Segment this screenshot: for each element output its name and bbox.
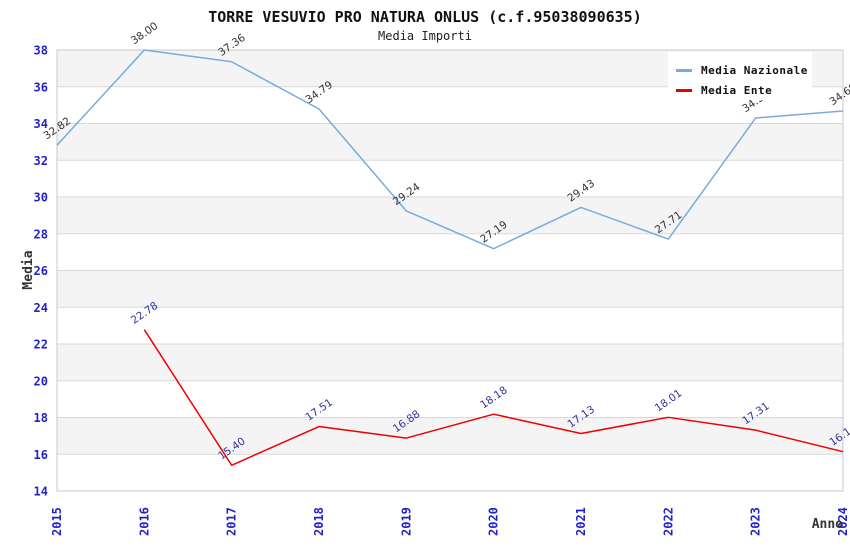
- chart-subtitle: Media Importi: [378, 29, 472, 43]
- legend-item-media-nazionale: Media Nazionale: [676, 60, 812, 80]
- plot-border: [56, 49, 844, 492]
- legend-label-media-ente: Media Ente: [701, 83, 773, 97]
- plot-stripe: [57, 197, 843, 234]
- y-tick-label: 36: [34, 80, 48, 94]
- plot-series: [56, 49, 844, 467]
- plot-stripe: [57, 344, 843, 381]
- x-tick-label: 2017: [225, 507, 239, 536]
- y-tick-label: 28: [34, 227, 48, 241]
- y-tick-label: 30: [34, 191, 48, 205]
- plot-stripe: [57, 270, 843, 308]
- series-line-media-nazionale: [56, 49, 844, 250]
- plot-stripe: [57, 454, 843, 491]
- y-tick-label: 32: [34, 154, 48, 168]
- plot-stripe: [57, 123, 843, 161]
- x-tick-label: 2024: [836, 507, 850, 536]
- y-tick-label: 14: [34, 485, 48, 499]
- x-tick-label: 2018: [312, 507, 326, 536]
- x-axis-title: Anno: [812, 517, 843, 532]
- legend-swatch-media-ente-icon: [676, 88, 692, 92]
- y-tick-label: 16: [34, 448, 48, 462]
- plot-stripe: [57, 380, 843, 418]
- legend-item-media-ente: Media Ente: [676, 80, 812, 100]
- plot-stripe: [57, 307, 843, 344]
- series-line-media-ente: [143, 329, 844, 467]
- x-tick-label: 2016: [137, 507, 151, 536]
- x-tick-label: 2020: [487, 507, 501, 536]
- x-tick-label: 2019: [399, 507, 413, 536]
- y-axis-title: Media: [21, 250, 36, 289]
- y-tick-label: 22: [34, 338, 48, 352]
- y-tick-label: 20: [34, 374, 48, 388]
- plot-stripe: [57, 233, 843, 271]
- plot-stripe: [57, 417, 843, 455]
- legend: Media Nazionale Media Ente: [668, 52, 812, 100]
- y-tick-label: 26: [34, 264, 48, 278]
- y-tick-label: 34: [34, 117, 48, 131]
- y-tick-label: 38: [34, 44, 48, 58]
- chart-title: TORRE VESUVIO PRO NATURA ONLUS (c.f.9503…: [208, 8, 641, 26]
- x-tick-label: 2015: [50, 507, 64, 536]
- legend-label-media-nazionale: Media Nazionale: [701, 63, 808, 77]
- point-label-media-nazionale: 38.00: [129, 20, 161, 47]
- y-tick-label: 24: [34, 301, 48, 315]
- legend-swatch-media-nazionale-icon: [676, 68, 692, 72]
- x-tick-label: 2023: [749, 507, 763, 536]
- plot-stripe: [57, 160, 843, 197]
- x-tick-label: 2022: [661, 507, 675, 536]
- y-tick-label: 18: [34, 411, 48, 425]
- x-tick-label: 2021: [574, 507, 588, 536]
